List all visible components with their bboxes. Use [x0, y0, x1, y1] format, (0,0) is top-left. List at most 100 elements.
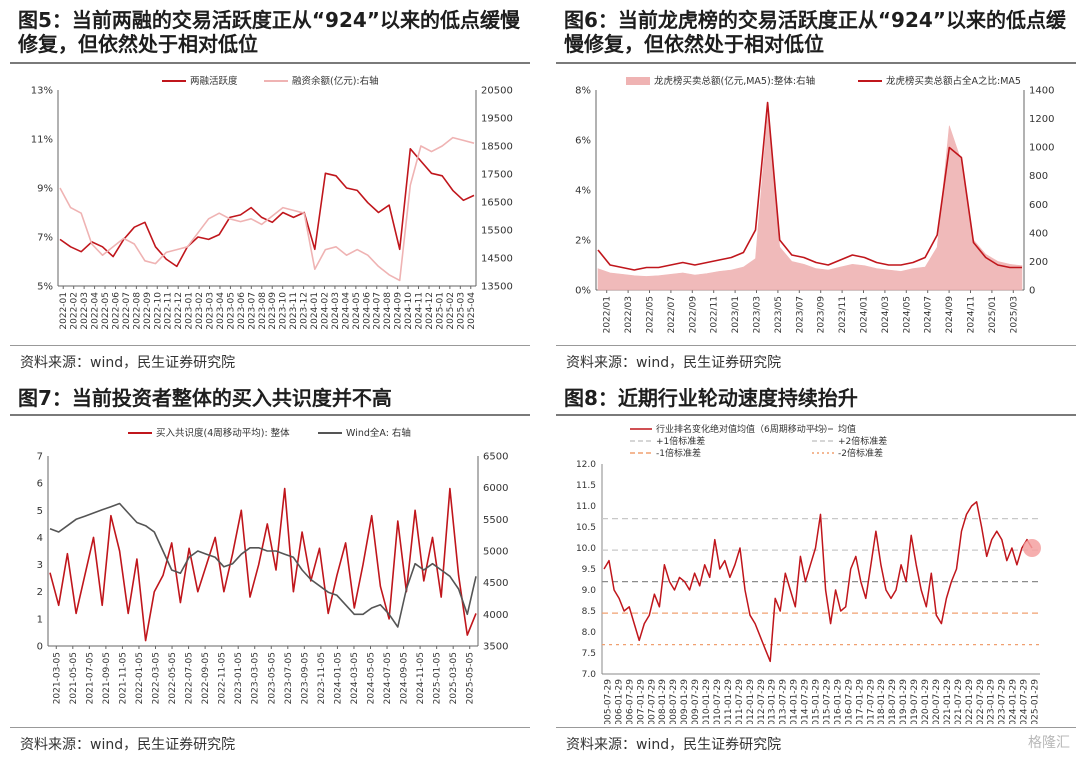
y-right-tick: 800: [1029, 171, 1048, 182]
y-right-tick: 200: [1029, 257, 1048, 268]
highlight-marker: [1023, 539, 1041, 557]
x-tick-label: 2024-01-29: [1009, 679, 1019, 724]
x-tick-label: 2019-07-29: [910, 679, 920, 724]
y-right-tick: 20500: [481, 86, 513, 97]
legend-label: -1倍标准差: [656, 447, 701, 459]
x-tick-label: 2014-07-29: [801, 679, 811, 724]
x-tick-label: 2025-03-05: [449, 652, 459, 704]
series-line: [603, 501, 1033, 663]
y-left-tick: 0%: [575, 286, 591, 297]
legend-label: 均值: [838, 423, 856, 435]
x-tick-label: 2021-09-05: [102, 652, 112, 704]
x-tick-label: 2006-07-29: [625, 679, 635, 724]
x-tick-label: 2022-02: [70, 292, 80, 330]
figure-6-panel: 图6：当前龙虎榜的交易活跃度正从“924”以来的低点缓慢修复，但依然处于相对低位…: [556, 0, 1076, 371]
y-left-tick: 6%: [575, 136, 591, 147]
y-left-tick: 2%: [575, 236, 591, 247]
y-left-tick: 3: [37, 560, 43, 571]
y-right-tick: 0: [1029, 286, 1035, 297]
y-tick: 9.5: [582, 565, 596, 575]
x-tick-label: 2020-07-29: [932, 679, 942, 724]
x-tick-label: 2025-03: [456, 292, 466, 330]
legend-label: 龙虎榜买卖总额(亿元,MA5):整体:右轴: [654, 75, 815, 87]
x-tick-label: 2018-07-29: [888, 679, 898, 724]
y-left-tick: 5%: [37, 282, 53, 293]
x-tick-label: 2024/07: [924, 296, 934, 333]
x-tick-label: 2023-07-29: [998, 679, 1008, 724]
y-right-tick: 6500: [483, 452, 508, 463]
x-tick-label: 2017-01-29: [855, 679, 865, 724]
x-tick-label: 2024-10: [404, 292, 414, 330]
title-rule: [556, 414, 1076, 416]
y-right-tick: 6000: [483, 483, 508, 494]
x-tick-label: 2021-07-29: [954, 679, 964, 724]
legend-label: 龙虎榜买卖总额占全A之比:MA5: [886, 75, 1021, 87]
x-tick-label: 2023-09-05: [300, 652, 310, 704]
x-tick-label: 2024-05: [352, 292, 362, 330]
y-tick: 11.5: [576, 481, 596, 491]
x-tick-label: 2024-01: [310, 292, 320, 330]
x-tick-label: 2022-11: [164, 292, 174, 330]
x-tick-label: 2022-06: [111, 292, 121, 330]
y-left-tick: 8%: [575, 86, 591, 97]
x-tick-label: 2023/03: [753, 296, 763, 333]
x-tick-label: 2024/11: [967, 296, 977, 333]
x-tick-label: 2022/09: [688, 296, 698, 334]
x-tick-label: 2017-07-29: [866, 679, 876, 724]
y-right-tick: 1400: [1029, 86, 1054, 97]
x-tick-label: 2022-08: [132, 292, 142, 330]
x-tick-label: 2023/05: [774, 296, 784, 333]
x-tick-label: 2021-05-05: [69, 652, 79, 704]
x-tick-label: 2024-11: [415, 292, 425, 330]
x-tick-label: 2024-11-05: [416, 652, 426, 704]
x-tick-label: 2024-01-05: [333, 652, 343, 704]
x-tick-label: 2023-04: [216, 292, 226, 330]
x-tick-label: 2024-09: [394, 292, 404, 330]
x-tick-label: 2022/05: [646, 296, 656, 333]
x-tick-label: 2022/07: [667, 296, 677, 333]
x-tick-label: 2016-01-29: [833, 679, 843, 724]
figure-6-title: 图6：当前龙虎榜的交易活跃度正从“924”以来的低点缓慢修复，但依然处于相对低位: [564, 8, 1066, 56]
y-tick: 12.0: [576, 460, 596, 470]
series-line: [49, 487, 477, 642]
y-right-tick: 1200: [1029, 114, 1054, 125]
legend-label: +1倍标准差: [656, 435, 705, 447]
x-tick-label: 2024-07: [373, 292, 383, 330]
x-tick-label: 2016-07-29: [844, 679, 854, 724]
y-left-tick: 1: [37, 614, 43, 625]
x-tick-label: 2009-07-29: [691, 679, 701, 724]
x-tick-label: 2008-07-29: [669, 679, 679, 724]
y-left-tick: 5: [37, 506, 43, 517]
x-tick-label: 2022-01-05: [135, 652, 145, 704]
x-tick-label: 2022-12: [174, 292, 184, 330]
x-tick-label: 2022-10: [153, 292, 163, 330]
x-tick-label: 2023-10: [279, 292, 289, 330]
x-tick-label: 2024-06: [362, 292, 372, 330]
y-right-tick: 5000: [483, 547, 508, 558]
x-tick-label: 2023-05: [226, 292, 236, 330]
x-tick-label: 2022-07-05: [185, 652, 195, 704]
y-tick: 9.0: [582, 586, 597, 596]
figure-7-chart: 0 1 2 3 4 5 6 7 3500 4000 4500 5000 5500 6000 6500 2021…: [37, 427, 509, 704]
x-tick-label: 2022-09-05: [201, 652, 211, 704]
x-tick-label: 2024-05-05: [367, 652, 377, 704]
x-tick-label: 2021-11-05: [118, 652, 128, 704]
x-tick-label: 2023-12: [300, 292, 310, 330]
x-tick-label: 2023-03-05: [251, 652, 261, 704]
x-tick-label: 2024-09-05: [400, 652, 410, 704]
x-tick-label: 2022-09: [143, 292, 153, 330]
figure-5-panel: 图5：当前两融的交易活跃度正从“924”以来的低点缓慢修复，但依然处于相对低位 …: [10, 0, 530, 371]
figure-8-chart: 7.0 7.5 8.0 8.5 9.0 9.5 10.0 10.5 11.0 11.5 12.0 20…: [576, 423, 1041, 724]
x-tick-label: 2020-01-29: [921, 679, 931, 724]
x-tick-label: 2012-01-29: [746, 679, 756, 724]
x-tick-label: 2025-01-05: [433, 652, 443, 704]
y-right-tick: 19500: [481, 114, 513, 125]
x-tick-label: 2013-01-29: [768, 679, 778, 724]
y-tick: 7.0: [582, 670, 597, 680]
source-rule: [556, 345, 1076, 346]
x-tick-label: 2023-08: [258, 292, 268, 330]
x-tick-label: 2022-07: [122, 292, 132, 330]
title-rule: [10, 62, 530, 64]
y-left-tick: 2: [37, 587, 43, 598]
y-right-tick: 5500: [483, 515, 508, 526]
